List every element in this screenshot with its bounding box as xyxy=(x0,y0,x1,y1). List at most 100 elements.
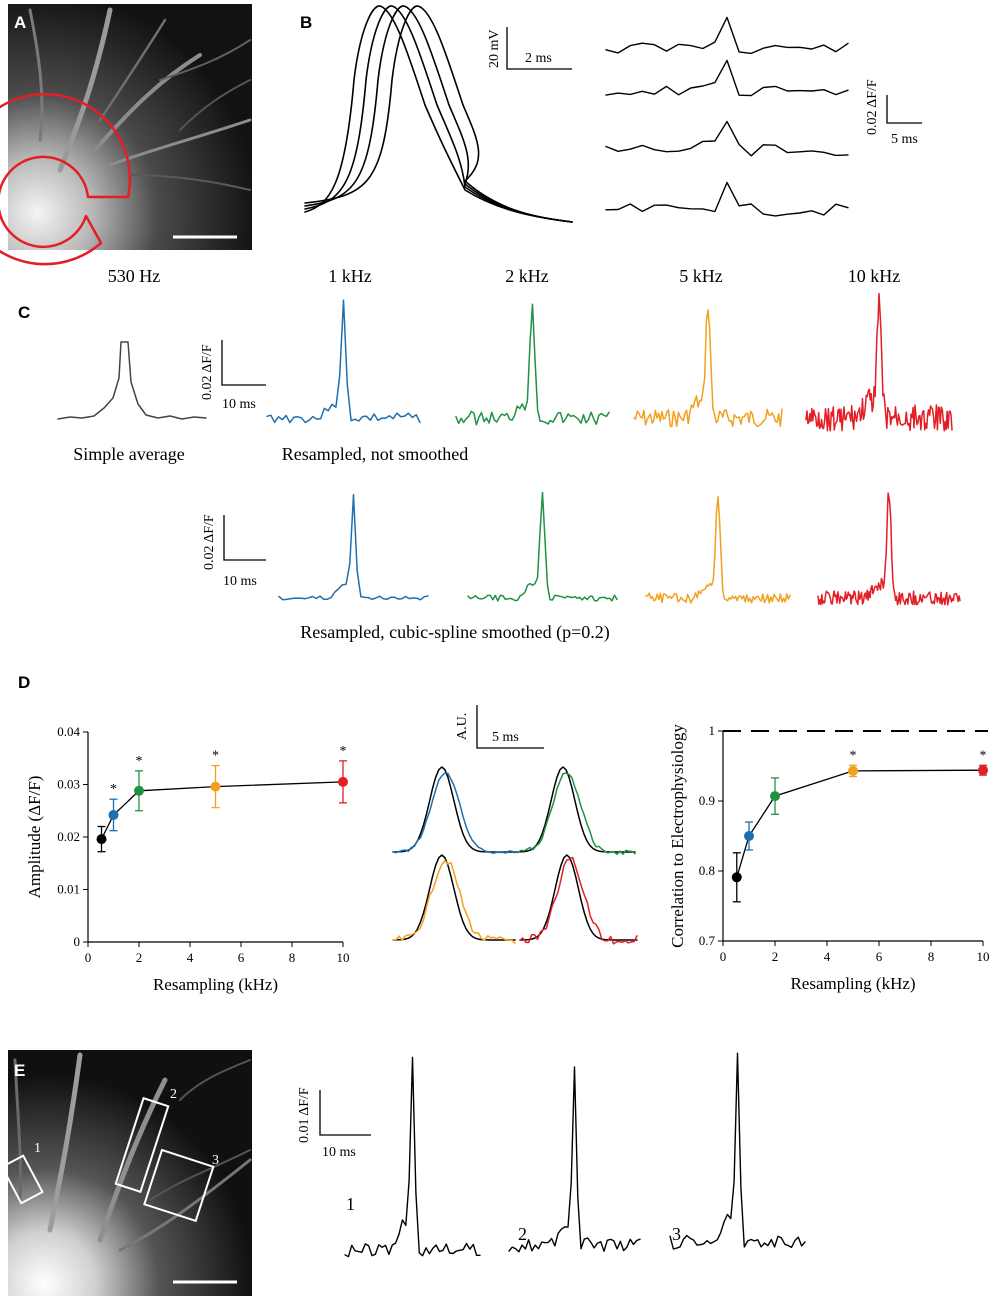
significance-marker: * xyxy=(850,748,857,763)
action-potential-trace xyxy=(304,5,573,223)
smoothed-trace xyxy=(817,492,961,606)
optical-overlay-trace xyxy=(392,859,516,944)
scale-bar-d xyxy=(476,705,544,749)
y-tick-label: 0.7 xyxy=(699,933,716,948)
dendrites-e xyxy=(13,1052,252,1252)
unsmoothed-trace xyxy=(805,292,953,432)
scale-label-au: A.U. xyxy=(455,713,470,740)
y-tick-label: 0.03 xyxy=(57,777,80,792)
x-tick-label: 0 xyxy=(720,949,727,964)
smoothed-traces xyxy=(278,491,961,606)
row2-label: Resampled, cubic-spline smoothed (p=0.2) xyxy=(300,622,610,643)
simple-average-trace xyxy=(57,341,207,420)
data-point xyxy=(770,791,780,802)
panel-letter-e: E xyxy=(14,1061,25,1080)
freq-label-10khz: 10 kHz xyxy=(848,266,901,286)
freq-label-530hz: 530 Hz xyxy=(108,266,161,286)
optical-overlay-trace xyxy=(519,856,638,945)
optical-trace xyxy=(605,59,849,97)
panel-a: A xyxy=(0,4,252,266)
dendrites-a xyxy=(28,7,252,191)
scale-bar-c-bottom xyxy=(223,515,266,561)
trace-label-3: 3 xyxy=(672,1224,681,1244)
roi-trace xyxy=(344,1056,481,1258)
x-tick-label: 2 xyxy=(772,949,779,964)
scale-label-d-ms: 5 ms xyxy=(492,730,519,745)
panel-e: 1 2 3 E 0.01 ΔF/F 10 ms 1 2 3 xyxy=(0,1050,806,1296)
x-tick-label: 2 xyxy=(136,950,143,965)
action-potential-trace xyxy=(304,5,573,223)
roi-box-2 xyxy=(114,1096,170,1194)
action-potential-trace xyxy=(304,5,573,223)
x-axis-label: Resampling (kHz) xyxy=(790,974,915,993)
roi-box-1 xyxy=(0,1154,44,1205)
x-tick-label: 8 xyxy=(928,949,935,964)
x-tick-label: 6 xyxy=(238,950,245,965)
roi-box-3 xyxy=(143,1148,215,1223)
roi-trace xyxy=(669,1052,806,1250)
scale-label-e-df: 0.01 ΔF/F xyxy=(297,1087,312,1143)
scale-label-mv: 20 mV xyxy=(487,30,502,69)
freq-label-5khz: 5 kHz xyxy=(679,266,723,286)
data-point xyxy=(978,765,988,776)
x-axis-label: Resampling (kHz) xyxy=(153,975,278,994)
series-line xyxy=(736,769,984,878)
x-tick-label: 10 xyxy=(977,949,990,964)
significance-marker: * xyxy=(110,782,117,797)
freq-label-2khz: 2 kHz xyxy=(505,266,549,286)
action-potential-traces xyxy=(304,5,573,223)
y-tick-label: 0.9 xyxy=(699,793,715,808)
panel-letter-a: A xyxy=(14,13,26,32)
significance-marker: * xyxy=(212,749,219,764)
x-tick-label: 4 xyxy=(187,950,194,965)
x-tick-label: 8 xyxy=(289,950,296,965)
smoothed-trace xyxy=(278,494,429,601)
simple-average-label: Simple average xyxy=(73,444,184,464)
x-tick-label: 6 xyxy=(876,949,883,964)
smoothed-trace xyxy=(645,496,791,604)
scale-label-e-ms: 10 ms xyxy=(322,1145,356,1160)
ephys-reference-trace xyxy=(514,766,636,853)
trace-label-1: 1 xyxy=(346,1194,355,1214)
data-point xyxy=(848,765,858,776)
freq-label-1khz: 1 kHz xyxy=(328,266,372,286)
y-tick-label: 0.04 xyxy=(57,724,80,739)
significance-marker: * xyxy=(136,754,143,769)
roi-label-1: 1 xyxy=(34,1141,41,1156)
scale-bar-c-top xyxy=(221,340,266,386)
roi-trace xyxy=(508,1066,641,1253)
data-point xyxy=(744,831,754,841)
scale-label-c-bottom-ms: 10 ms xyxy=(223,574,257,589)
x-tick-label: 4 xyxy=(824,949,831,964)
overlay-traces xyxy=(392,766,638,945)
panel-c: C 530 Hz 1 kHz 2 kHz 5 kHz 10 kHz Simple… xyxy=(18,266,961,643)
y-tick-label: 0.8 xyxy=(699,863,715,878)
x-tick-label: 10 xyxy=(337,950,350,965)
scale-label-df: 0.02 ΔF/F xyxy=(865,79,880,135)
data-point xyxy=(134,785,144,796)
correlation-chart: 0 2 4 6 8 10 0.7 0.8 0.9 1 Resampling (kHz) Correla… xyxy=(668,723,990,993)
y-tick-label: 1 xyxy=(709,723,716,738)
scale-bar-e xyxy=(319,1090,371,1136)
optical-overlay-trace xyxy=(514,772,636,856)
data-point xyxy=(338,776,348,787)
ephys-reference-trace xyxy=(519,854,638,941)
scale-bar-b xyxy=(506,27,572,70)
data-point xyxy=(731,872,742,883)
scale-bar-b-df xyxy=(886,95,922,124)
action-potential-trace xyxy=(304,5,573,223)
optical-traces-b xyxy=(605,16,849,217)
panel-b: B 20 mV 2 ms 0.02 ΔF/F 5 ms xyxy=(300,5,922,223)
panel-letter-c: C xyxy=(18,303,30,322)
roi-label-3: 3 xyxy=(212,1153,219,1168)
y-axis-label: Amplitude (ΔF/F) xyxy=(25,776,44,899)
ephys-reference-trace xyxy=(392,854,516,941)
data-point xyxy=(210,781,221,792)
unsmoothed-trace xyxy=(633,309,783,428)
roi-traces xyxy=(344,1052,806,1258)
panel-letter-b: B xyxy=(300,13,312,32)
significance-marker: * xyxy=(340,744,347,759)
x-tick-label: 0 xyxy=(85,950,92,965)
